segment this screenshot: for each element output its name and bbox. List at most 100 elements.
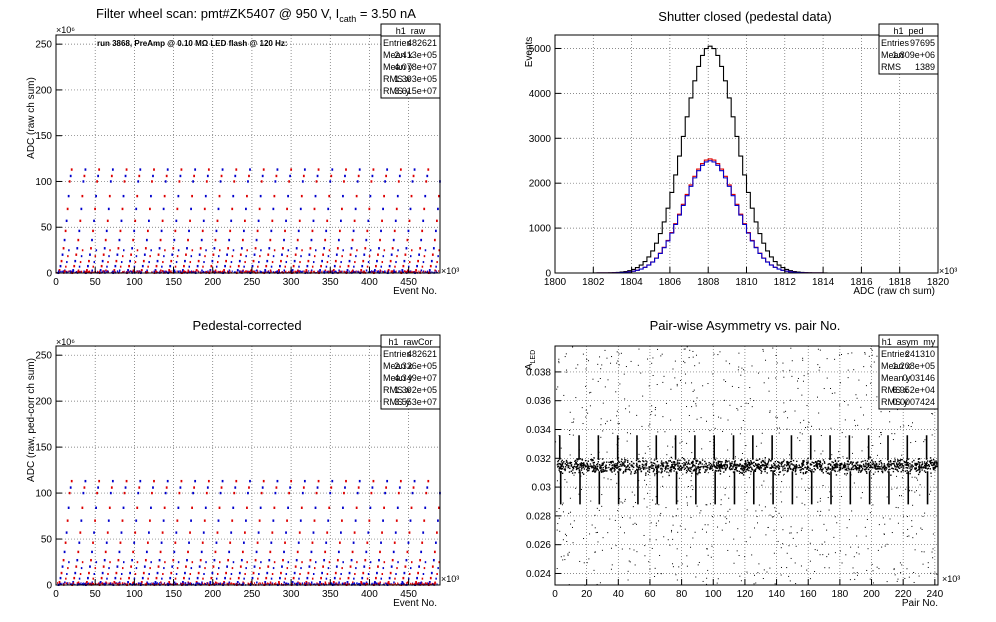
data-point xyxy=(809,464,812,466)
data-point xyxy=(851,436,853,438)
data-point xyxy=(923,470,926,472)
data-point xyxy=(844,464,846,467)
data-point xyxy=(252,270,254,273)
data-point xyxy=(684,459,686,461)
data-point xyxy=(724,468,727,471)
data-point xyxy=(787,417,789,419)
data-point xyxy=(934,461,936,463)
data-point xyxy=(60,571,63,575)
data-point xyxy=(821,463,824,465)
data-point xyxy=(186,247,188,250)
data-point xyxy=(628,405,630,407)
data-point xyxy=(657,348,659,350)
data-point xyxy=(746,465,748,468)
data-point xyxy=(687,467,689,469)
data-point xyxy=(820,435,822,437)
data-point xyxy=(672,538,674,540)
data-point xyxy=(709,462,712,465)
data-point xyxy=(699,462,702,464)
data-point xyxy=(77,238,80,242)
data-point xyxy=(284,265,287,268)
data-point xyxy=(359,583,361,585)
data-point xyxy=(99,270,101,273)
data-point xyxy=(666,462,669,464)
data-point xyxy=(837,466,839,468)
data-point xyxy=(61,270,63,273)
data-point xyxy=(935,461,938,464)
data-point xyxy=(683,468,686,471)
data-point xyxy=(99,581,102,584)
data-point xyxy=(424,194,427,198)
data-point xyxy=(127,581,129,584)
data-point xyxy=(834,470,836,473)
x-tick-label: 350 xyxy=(322,589,339,600)
x-tick-label: 450 xyxy=(400,277,417,288)
data-point xyxy=(783,459,785,461)
data-point xyxy=(97,582,99,585)
data-point xyxy=(95,194,97,198)
data-point xyxy=(910,466,912,468)
data-point xyxy=(648,425,650,427)
data-point xyxy=(586,465,588,467)
data-point xyxy=(419,582,421,584)
data-point xyxy=(661,463,663,465)
data-point xyxy=(595,469,597,472)
data-point xyxy=(329,180,332,183)
data-point xyxy=(622,472,624,474)
data-point xyxy=(324,583,326,585)
data-point xyxy=(312,219,315,223)
data-point xyxy=(273,249,276,252)
data-point xyxy=(207,270,209,272)
data-point xyxy=(174,583,176,586)
data-point xyxy=(633,472,636,475)
data-point xyxy=(687,462,690,465)
data-point xyxy=(620,465,622,467)
data-point xyxy=(300,567,302,570)
data-point xyxy=(91,550,93,554)
data-point xyxy=(204,255,206,258)
data-point xyxy=(864,352,866,354)
data-point xyxy=(610,467,612,470)
data-point xyxy=(285,261,288,264)
data-point xyxy=(202,583,204,586)
data-point xyxy=(272,255,275,258)
data-point xyxy=(642,460,644,462)
data-point xyxy=(563,468,565,470)
data-point xyxy=(382,271,384,273)
data-point xyxy=(840,462,843,465)
data-point xyxy=(296,270,298,272)
data-point xyxy=(402,264,405,268)
data-point xyxy=(123,491,126,495)
data-point xyxy=(816,396,818,398)
data-point xyxy=(670,456,673,459)
data-point xyxy=(201,269,203,272)
data-point xyxy=(365,238,368,242)
data-point xyxy=(276,583,278,586)
data-point xyxy=(335,583,337,585)
data-point xyxy=(691,406,693,408)
data-point xyxy=(838,464,841,467)
data-point xyxy=(430,571,433,575)
data-point xyxy=(589,463,592,465)
data-point xyxy=(906,472,908,474)
data-point xyxy=(354,573,356,576)
data-point xyxy=(327,519,330,522)
data-point xyxy=(124,486,127,489)
data-point xyxy=(884,466,887,468)
data-point xyxy=(801,478,803,480)
data-point xyxy=(667,468,669,470)
data-point xyxy=(901,463,903,465)
data-point xyxy=(796,532,798,534)
data-point xyxy=(800,565,802,567)
data-point xyxy=(629,548,631,550)
data-point xyxy=(783,376,785,378)
data-point xyxy=(665,468,667,470)
data-point xyxy=(335,253,338,256)
data-point xyxy=(776,362,778,364)
data-point xyxy=(750,460,752,462)
data-point xyxy=(688,431,690,433)
data-point xyxy=(203,573,205,576)
data-point xyxy=(705,420,707,422)
data-point xyxy=(106,582,108,585)
data-point xyxy=(932,464,934,467)
